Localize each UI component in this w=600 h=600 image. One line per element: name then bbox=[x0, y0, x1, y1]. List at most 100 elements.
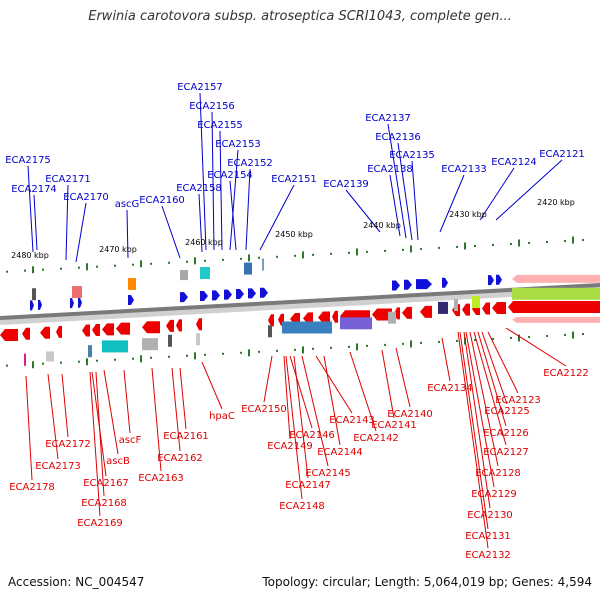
reverse-gene-arrow bbox=[303, 312, 313, 325]
gene-label: ECA2142 bbox=[353, 433, 399, 444]
tick-dot bbox=[132, 263, 134, 266]
label-leader bbox=[411, 160, 419, 241]
tick-mark bbox=[356, 343, 358, 351]
label-leader bbox=[439, 174, 465, 233]
tick-dot bbox=[294, 254, 296, 257]
gene-label: ECA2132 bbox=[465, 550, 511, 561]
tick-dot bbox=[96, 265, 98, 268]
gene-box bbox=[72, 286, 82, 299]
reverse-gene-arrow bbox=[40, 326, 50, 339]
forward-gene-arrow bbox=[248, 288, 256, 299]
tick-dot bbox=[240, 257, 242, 260]
reverse-gene-echo bbox=[512, 316, 600, 323]
gene-label: ECA2154 bbox=[207, 170, 253, 181]
label-leader bbox=[27, 165, 34, 253]
reverse-gene-arrow bbox=[318, 311, 330, 324]
tick-dot bbox=[258, 350, 260, 353]
gene-label: ECA2122 bbox=[543, 368, 589, 379]
gene-label: ECA2172 bbox=[45, 439, 91, 450]
gene-label: ECA2147 bbox=[285, 480, 331, 491]
tick-dot bbox=[42, 268, 44, 271]
reverse-gene-arrow bbox=[462, 303, 470, 316]
gene-label: ECA2156 bbox=[189, 101, 235, 112]
forward-gene-arrow bbox=[128, 294, 134, 305]
reverse-gene-arrow bbox=[166, 319, 174, 332]
gene-box bbox=[472, 296, 480, 309]
label-leader bbox=[229, 180, 237, 251]
tick-dot bbox=[492, 337, 494, 340]
tick-dot bbox=[60, 267, 62, 270]
label-leader bbox=[179, 367, 187, 430]
gene-box bbox=[46, 351, 54, 362]
gene-label: ECA2151 bbox=[271, 174, 317, 185]
label-leader bbox=[123, 369, 131, 434]
tick-dot bbox=[330, 346, 332, 349]
gene-label: ECA2169 bbox=[77, 518, 123, 529]
kbp-tick-label: 2460 kbp bbox=[185, 238, 223, 247]
tick-dot bbox=[366, 344, 368, 347]
label-leader bbox=[126, 209, 129, 259]
gene-label: ascB bbox=[106, 456, 130, 467]
tick-dot bbox=[312, 347, 314, 350]
tick-mark bbox=[140, 355, 142, 363]
gene-box bbox=[88, 345, 92, 358]
tick-dot bbox=[204, 353, 206, 356]
label-leader bbox=[469, 331, 499, 467]
gene-box bbox=[282, 321, 332, 334]
label-leader bbox=[465, 331, 495, 488]
tick-dot bbox=[510, 242, 512, 245]
label-leader bbox=[457, 331, 489, 549]
tick-dot bbox=[186, 260, 188, 263]
kbp-tick-label: 2440 kbp bbox=[363, 221, 401, 230]
gene-label: ascG bbox=[115, 199, 140, 210]
label-leader bbox=[75, 202, 87, 263]
tick-mark bbox=[302, 251, 304, 259]
tick-dot bbox=[222, 258, 224, 261]
gene-label: ECA2175 bbox=[5, 155, 51, 166]
tick-dot bbox=[60, 361, 62, 364]
tick-mark bbox=[518, 334, 520, 342]
label-leader bbox=[263, 355, 273, 403]
reverse-gene-arrow bbox=[332, 310, 338, 323]
tick-dot bbox=[366, 250, 368, 253]
tick-mark bbox=[32, 361, 34, 369]
tick-dot bbox=[564, 239, 566, 242]
forward-gene-arrow bbox=[200, 291, 208, 301]
gene-label: ECA2146 bbox=[289, 430, 335, 441]
reverse-gene-arrow bbox=[82, 324, 90, 337]
tick-dot bbox=[258, 256, 260, 259]
label-leader bbox=[283, 355, 291, 440]
gene-label: ECA2158 bbox=[176, 183, 222, 194]
gene-label: ECA2145 bbox=[305, 468, 351, 479]
tick-mark bbox=[248, 254, 250, 262]
gene-label: ECA2133 bbox=[441, 164, 487, 175]
forward-gene-arrow bbox=[78, 297, 82, 308]
tick-dot bbox=[582, 238, 584, 241]
tick-dot bbox=[42, 362, 44, 365]
tick-dot bbox=[114, 264, 116, 267]
label-leader bbox=[95, 371, 105, 497]
gene-box bbox=[438, 301, 448, 314]
gene-label: ECA2153 bbox=[215, 139, 261, 150]
backbone-shadow bbox=[0, 284, 600, 325]
tick-mark bbox=[464, 242, 466, 250]
label-leader bbox=[459, 331, 489, 530]
gene-label: ECA2139 bbox=[323, 179, 369, 190]
kbp-tick-label: 2480 kbp bbox=[11, 251, 49, 260]
gene-label: ECA2135 bbox=[389, 150, 435, 161]
label-leader bbox=[463, 331, 491, 509]
tick-dot bbox=[240, 351, 242, 354]
label-leader bbox=[473, 331, 507, 446]
accession-text: Accession: NC_004547 bbox=[8, 575, 145, 589]
label-leader bbox=[103, 369, 119, 455]
forward-gene-arrow bbox=[260, 287, 268, 298]
label-leader bbox=[387, 123, 407, 239]
tick-dots bbox=[6, 236, 584, 369]
forward-gene-arrow bbox=[496, 274, 502, 285]
tick-dot bbox=[204, 259, 206, 262]
tick-dot bbox=[96, 359, 98, 362]
label-leader bbox=[61, 373, 69, 438]
gene-label: ECA2140 bbox=[387, 409, 433, 420]
gene-label: ECA2143 bbox=[329, 415, 375, 426]
